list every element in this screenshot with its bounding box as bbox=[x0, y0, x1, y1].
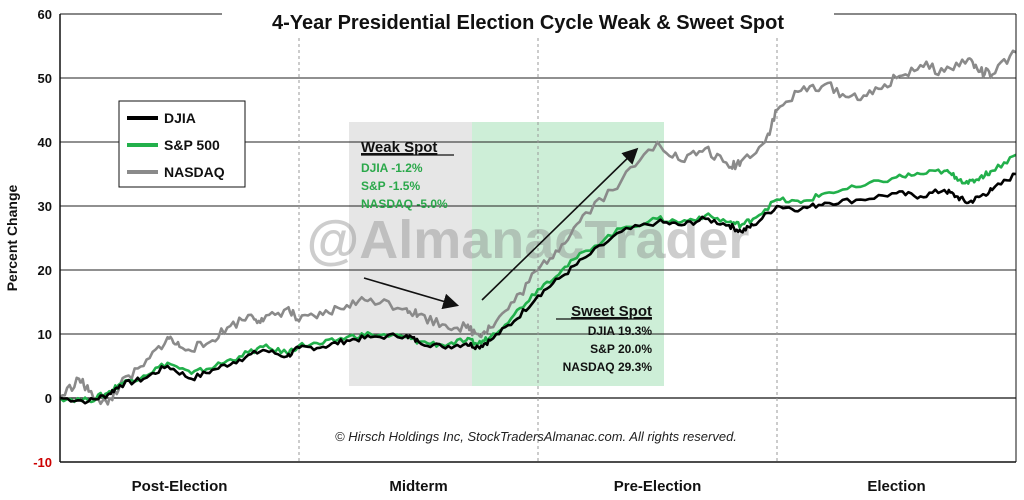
series-line-djia bbox=[59, 172, 1017, 405]
y-tick-label: -10 bbox=[33, 455, 52, 470]
period-dividers bbox=[298, 14, 778, 462]
weak-spot-heading: Weak Spot bbox=[361, 139, 437, 156]
y-tick-label: 30 bbox=[38, 199, 52, 214]
sweet-spot-sp: S&P 20.0% bbox=[590, 342, 652, 356]
weak-spot-annotation: Weak Spot DJIA -1.2% S&P -1.5% NASDAQ -5… bbox=[361, 139, 454, 211]
y-tick-label: 40 bbox=[38, 135, 52, 150]
x-category-label: Election bbox=[867, 478, 925, 495]
y-axis-label: Percent Change bbox=[4, 184, 20, 291]
y-tick-label: 50 bbox=[38, 71, 52, 86]
weak-spot-sp: S&P -1.5% bbox=[361, 179, 420, 193]
sweet-spot-annotation: Sweet Spot DJIA 19.3% S&P 20.0% NASDAQ 2… bbox=[556, 303, 652, 374]
weak-spot-arrow bbox=[363, 277, 460, 310]
legend-label-nasdaq: NASDAQ bbox=[164, 164, 225, 180]
x-category-labels: Post-Election Midterm Pre-Election Election bbox=[132, 478, 926, 495]
legend-label-sp500: S&P 500 bbox=[164, 137, 220, 153]
sweet-spot-arrow bbox=[481, 147, 639, 301]
title-backdrop bbox=[222, 8, 834, 36]
y-tick-label: 0 bbox=[45, 391, 52, 406]
copyright-note: © Hirsch Holdings Inc, StockTradersAlman… bbox=[335, 429, 737, 444]
series-line-nasdaq bbox=[59, 49, 1017, 406]
sweet-spot-heading: Sweet Spot bbox=[571, 303, 652, 320]
watermark: @AlmanacTrader bbox=[307, 210, 750, 270]
legend-label-djia: DJIA bbox=[164, 110, 196, 126]
sweet-spot-djia: DJIA 19.3% bbox=[588, 324, 653, 338]
y-tick-label: 10 bbox=[38, 327, 52, 342]
highlight-regions bbox=[349, 122, 664, 386]
x-category-label: Post-Election bbox=[132, 478, 228, 495]
legend: DJIA S&P 500 NASDAQ bbox=[118, 100, 246, 188]
y-tick-label: 20 bbox=[38, 263, 52, 278]
x-category-label: Pre-Election bbox=[614, 478, 702, 495]
y-tick-label: 60 bbox=[38, 7, 52, 22]
weak-spot-nasdaq: NASDAQ -5.0% bbox=[361, 197, 448, 211]
series-line-sp500 bbox=[59, 153, 1017, 404]
sweet-spot-nasdaq: NASDAQ 29.3% bbox=[563, 360, 653, 374]
chart-title: 4-Year Presidential Election Cycle Weak … bbox=[272, 12, 784, 34]
x-category-label: Midterm bbox=[389, 478, 447, 495]
series-lines bbox=[59, 49, 1017, 406]
weak-spot-djia: DJIA -1.2% bbox=[361, 161, 423, 175]
y-tick-labels: -10 0 10 20 30 40 50 60 bbox=[33, 7, 52, 470]
